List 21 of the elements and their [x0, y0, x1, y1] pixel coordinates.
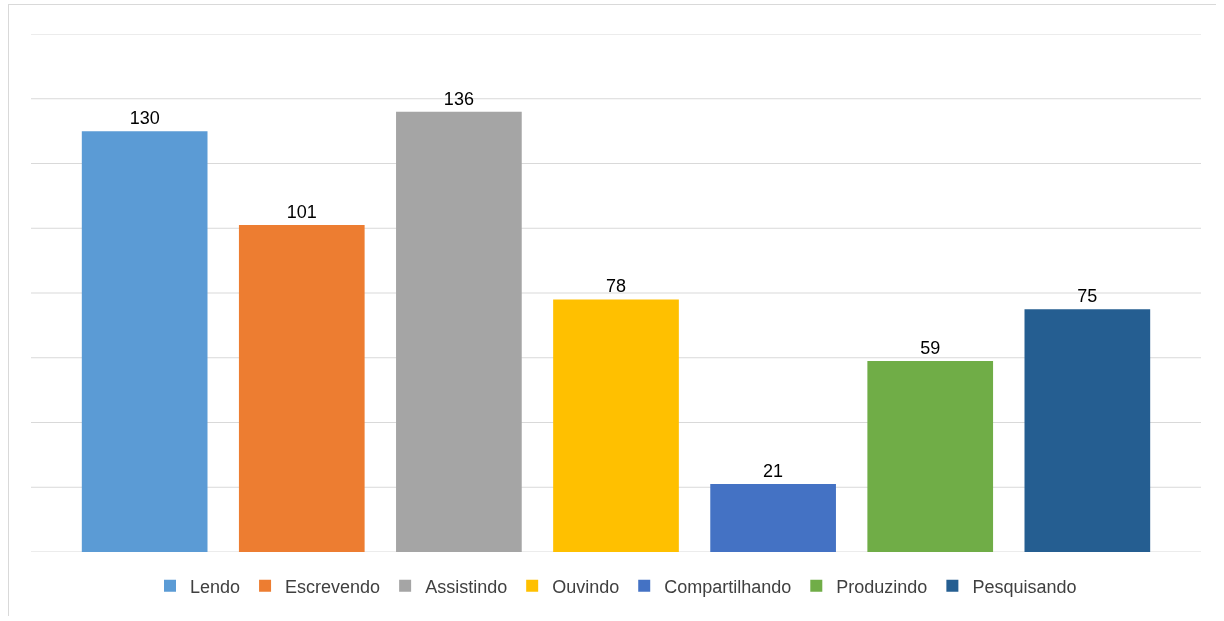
bar: [553, 299, 679, 552]
data-label: 136: [443, 88, 474, 109]
data-label: 21: [763, 461, 784, 482]
data-label: 59: [920, 337, 941, 358]
legend-label: Compartilhando: [664, 576, 792, 597]
data-label: 101: [286, 202, 317, 223]
legend-label: Lendo: [190, 576, 241, 597]
legend-label: Escrevendo: [285, 576, 381, 597]
bar: [710, 484, 836, 552]
data-label: 78: [605, 276, 627, 297]
bar: [81, 131, 208, 552]
data-label: 75: [1077, 286, 1098, 307]
bar: [867, 360, 994, 552]
data-label: 130: [129, 108, 160, 129]
bar: [396, 111, 522, 552]
legend-label: Pesquisando: [972, 576, 1077, 597]
legend-label: Assistindo: [425, 576, 508, 597]
bar: [1024, 309, 1151, 552]
legend-label: Ouvindo: [552, 576, 620, 597]
legend-label: Produzindo: [836, 576, 928, 597]
bar: [238, 225, 365, 552]
